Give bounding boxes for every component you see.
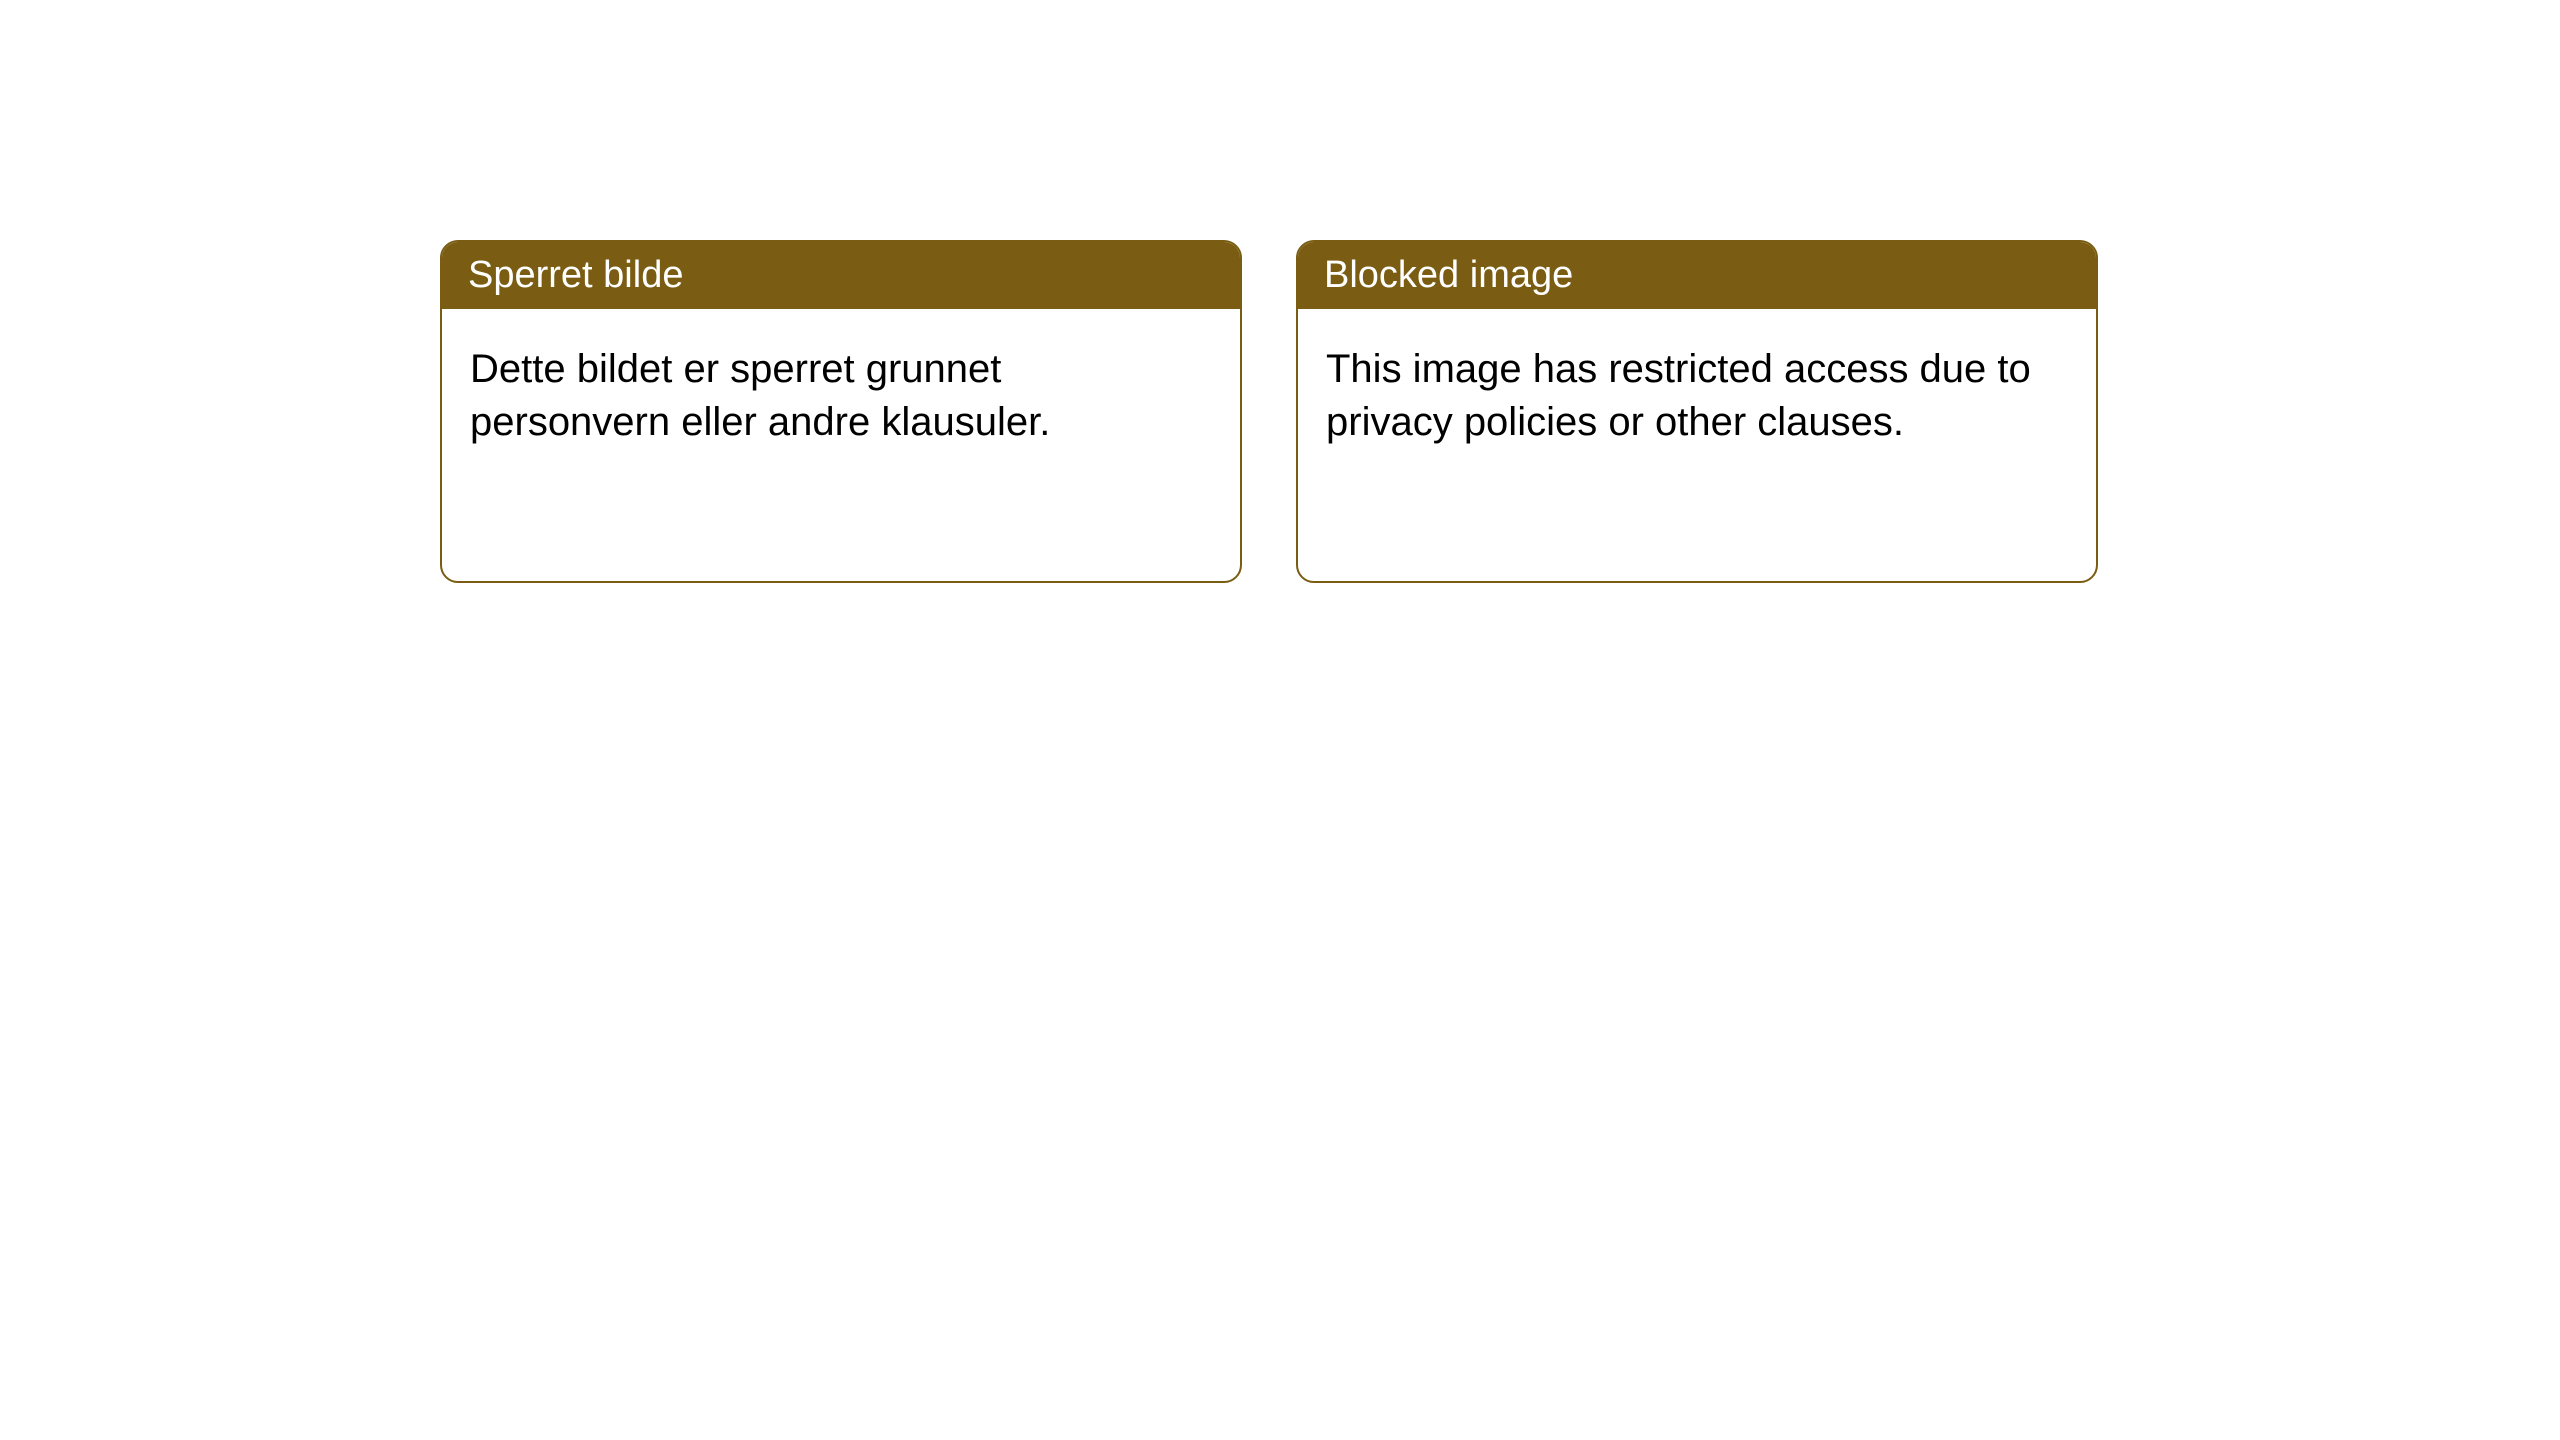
notice-body: This image has restricted access due to … bbox=[1298, 309, 2096, 581]
notice-header: Blocked image bbox=[1298, 242, 2096, 309]
notice-card-norwegian: Sperret bilde Dette bildet er sperret gr… bbox=[440, 240, 1242, 583]
notice-body-text: Dette bildet er sperret grunnet personve… bbox=[470, 347, 1050, 444]
notice-title: Sperret bilde bbox=[468, 254, 683, 296]
notice-container: Sperret bilde Dette bildet er sperret gr… bbox=[440, 240, 2098, 583]
notice-body-text: This image has restricted access due to … bbox=[1326, 347, 2031, 444]
notice-title: Blocked image bbox=[1324, 254, 1573, 296]
notice-card-english: Blocked image This image has restricted … bbox=[1296, 240, 2098, 583]
notice-header: Sperret bilde bbox=[442, 242, 1240, 309]
notice-body: Dette bildet er sperret grunnet personve… bbox=[442, 309, 1240, 581]
